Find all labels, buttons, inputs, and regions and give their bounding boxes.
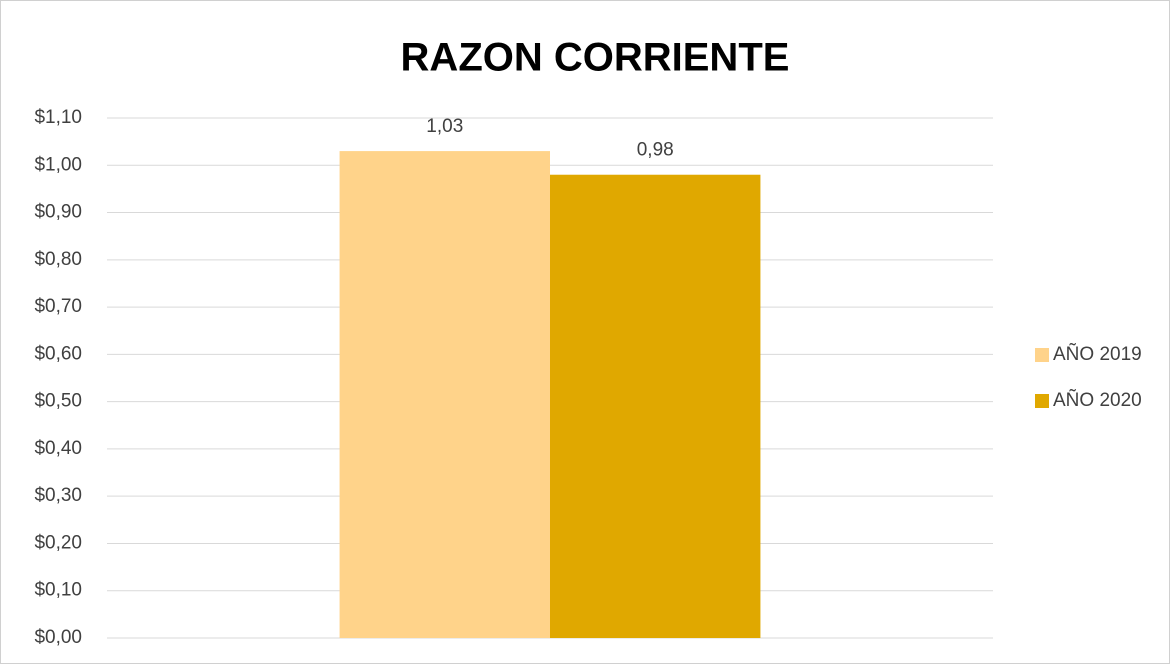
y-tick-label: $0,70 — [34, 296, 82, 317]
bar — [339, 151, 550, 638]
y-tick-label: $0,50 — [34, 391, 82, 412]
legend-swatch — [1035, 348, 1049, 362]
y-tick-label: $0,40 — [34, 438, 82, 459]
legend-swatch — [1035, 394, 1049, 408]
chart-title: RAZON CORRIENTE — [401, 36, 790, 80]
y-tick-label: $1,00 — [34, 154, 82, 175]
y-tick-label: $0,20 — [34, 532, 82, 553]
y-tick-label: $0,80 — [34, 249, 82, 270]
data-label: 1,03 — [426, 116, 463, 137]
legend-label: AÑO 2019 — [1053, 343, 1142, 365]
legend-label: AÑO 2020 — [1053, 389, 1142, 411]
bar — [550, 174, 761, 638]
y-tick-label: $0,30 — [34, 485, 82, 506]
y-tick-label: $1,10 — [34, 107, 82, 128]
data-label: 0,98 — [637, 140, 674, 161]
y-tick-label: $0,10 — [34, 580, 82, 601]
y-tick-label: $0,60 — [34, 343, 82, 364]
y-tick-label: $0,00 — [34, 627, 82, 648]
y-tick-label: $0,90 — [34, 202, 82, 223]
